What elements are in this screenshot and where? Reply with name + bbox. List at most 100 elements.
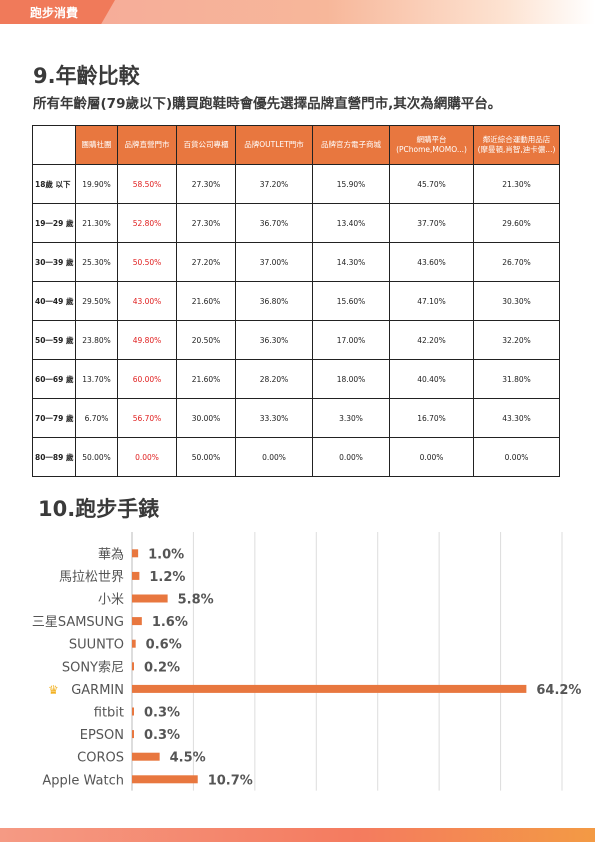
category-label: SONY索尼 bbox=[62, 660, 124, 675]
table-cell: 33.30% bbox=[235, 398, 313, 438]
table-cell: 58.50% bbox=[117, 164, 177, 204]
data-label: 64.2% bbox=[536, 683, 581, 698]
table-cell: 18.00% bbox=[312, 359, 390, 399]
table-row: 18歲 以下 19.90% 58.50% 27.30% 37.20% 15.90% 45.7… bbox=[32, 164, 560, 204]
table-cell: 43.30% bbox=[473, 398, 560, 438]
table-cell: 15.90% bbox=[312, 164, 390, 204]
table-cell: 50.00% bbox=[176, 437, 236, 477]
table-cell: 15.60% bbox=[312, 281, 390, 321]
table-cell: 6.70% bbox=[75, 398, 118, 438]
bar bbox=[132, 549, 139, 558]
data-label: 1.0% bbox=[148, 547, 184, 562]
bar bbox=[132, 617, 142, 626]
bar bbox=[132, 730, 134, 739]
table-cell: 36.30% bbox=[235, 320, 313, 360]
table-cell: 13.40% bbox=[312, 203, 390, 243]
bar bbox=[132, 639, 136, 648]
age-group-label: 50一59 歲 bbox=[32, 320, 76, 360]
column-header: 網購平台 (PChome,MOMO...) bbox=[389, 125, 474, 165]
column-header: 團購社團 bbox=[75, 125, 118, 165]
crown-icon: ♛ bbox=[48, 683, 59, 697]
table-row: 19一29 歲 21.30% 52.80% 27.30% 36.70% 13.40% 37.… bbox=[32, 203, 560, 243]
table-cell: 0.00% bbox=[235, 437, 313, 477]
category-label: COROS bbox=[77, 751, 124, 766]
age-group-label: 18歲 以下 bbox=[32, 164, 76, 204]
table-cell: 26.70% bbox=[473, 242, 560, 282]
bottom-banner bbox=[0, 828, 595, 842]
table-cell: 36.70% bbox=[235, 203, 313, 243]
table-cell: 50.00% bbox=[75, 437, 118, 477]
category-label: GARMIN bbox=[71, 683, 124, 698]
table-cell: 0.00% bbox=[117, 437, 177, 477]
table-cell: 52.80% bbox=[117, 203, 177, 243]
table-cell: 21.60% bbox=[176, 281, 236, 321]
age-group-label: 60一69 歲 bbox=[32, 359, 76, 399]
bar bbox=[132, 775, 198, 784]
table-row: 50一59 歲 23.80% 49.80% 20.50% 36.30% 17.00% 42.… bbox=[32, 320, 560, 360]
table-cell: 0.00% bbox=[312, 437, 390, 477]
column-header: 品牌官方電子商城 bbox=[312, 125, 390, 165]
bar bbox=[132, 571, 140, 580]
table-cell: 21.30% bbox=[75, 203, 118, 243]
table-cell: 14.30% bbox=[312, 242, 390, 282]
table-cell: 28.20% bbox=[235, 359, 313, 399]
table-cell: 0.00% bbox=[473, 437, 560, 477]
category-label: EPSON bbox=[80, 728, 124, 743]
category-label: SUUNTO bbox=[69, 638, 124, 653]
table-cell: 17.00% bbox=[312, 320, 390, 360]
bar bbox=[132, 662, 134, 671]
table-cell: 27.20% bbox=[176, 242, 236, 282]
data-label: 5.8% bbox=[178, 593, 214, 608]
data-label: 0.3% bbox=[144, 728, 180, 743]
section10-title: 10.跑步手錶 bbox=[38, 497, 160, 521]
age-group-label: 70一79 歲 bbox=[32, 398, 76, 438]
table-cell: 37.70% bbox=[389, 203, 474, 243]
table-cell: 23.80% bbox=[75, 320, 118, 360]
table-header-row: 團購社團 品牌直營門市 百貨公司專櫃 品牌OUTLET門市 品牌官方電子商城 網… bbox=[32, 125, 560, 165]
bar bbox=[132, 707, 134, 716]
section9-description: 所有年齡層(79歲以下)購買跑鞋時會優先選擇品牌直營門市,其次為網購平台。 bbox=[33, 96, 502, 112]
table-row: 40一49 歲 29.50% 43.00% 21.60% 36.80% 15.60% 47.… bbox=[32, 281, 560, 321]
table-cell: 27.30% bbox=[176, 203, 236, 243]
section-tab: 跑步消費 bbox=[0, 0, 115, 24]
table-cell: 49.80% bbox=[117, 320, 177, 360]
table-cell: 56.70% bbox=[117, 398, 177, 438]
category-label: 馬拉松世界 bbox=[59, 570, 124, 585]
table-cell: 60.00% bbox=[117, 359, 177, 399]
table-cell: 3.30% bbox=[312, 398, 390, 438]
table-cell: 32.20% bbox=[473, 320, 560, 360]
age-group-label: 80一89 歲 bbox=[32, 437, 76, 477]
table-cell: 20.50% bbox=[176, 320, 236, 360]
data-label: 0.6% bbox=[146, 638, 182, 653]
bar bbox=[132, 594, 168, 603]
age-group-label: 19一29 歲 bbox=[32, 203, 76, 243]
table-cell: 47.10% bbox=[389, 281, 474, 321]
table-row: 60一69 歲 13.70% 60.00% 21.60% 28.20% 18.00% 40.… bbox=[32, 359, 560, 399]
table-cell: 36.80% bbox=[235, 281, 313, 321]
table-cell: 16.70% bbox=[389, 398, 474, 438]
table-cell: 30.30% bbox=[473, 281, 560, 321]
running-watch-bar-chart: 華為 1.0% 馬拉松世界 1.2% 小米 5.8% 三星SAMSUNG 1.6% SUUNTO… bbox=[32, 532, 581, 791]
table-cell: 45.70% bbox=[389, 164, 474, 204]
bar bbox=[132, 684, 527, 693]
category-label: fitbit bbox=[94, 706, 124, 721]
age-group-label: 40一49 歲 bbox=[32, 281, 76, 321]
section9-title: 9.年齡比較 bbox=[33, 64, 140, 88]
table-row: 30一39 歲 25.30% 50.50% 27.20% 37.00% 14.30% 43.… bbox=[32, 242, 560, 282]
table-cell: 13.70% bbox=[75, 359, 118, 399]
category-label: 小米 bbox=[98, 593, 124, 608]
section-tab-label: 跑步消費 bbox=[30, 6, 79, 20]
table-row: 80一89 歲 50.00% 0.00% 50.00% 0.00% 0.00% 0.00% 0… bbox=[32, 437, 560, 477]
table-cell: 21.30% bbox=[473, 164, 560, 204]
table-cell: 40.40% bbox=[389, 359, 474, 399]
category-label: 華為 bbox=[98, 546, 124, 562]
column-header: 百貨公司專櫃 bbox=[176, 125, 236, 165]
data-label: 1.6% bbox=[152, 615, 188, 630]
table-cell: 25.30% bbox=[75, 242, 118, 282]
table-cell: 0.00% bbox=[389, 437, 474, 477]
table-cell: 30.00% bbox=[176, 398, 236, 438]
table-corner-cell bbox=[32, 125, 76, 165]
table-cell: 27.30% bbox=[176, 164, 236, 204]
data-label: 4.5% bbox=[170, 751, 206, 766]
column-header: 品牌OUTLET門市 bbox=[235, 125, 313, 165]
